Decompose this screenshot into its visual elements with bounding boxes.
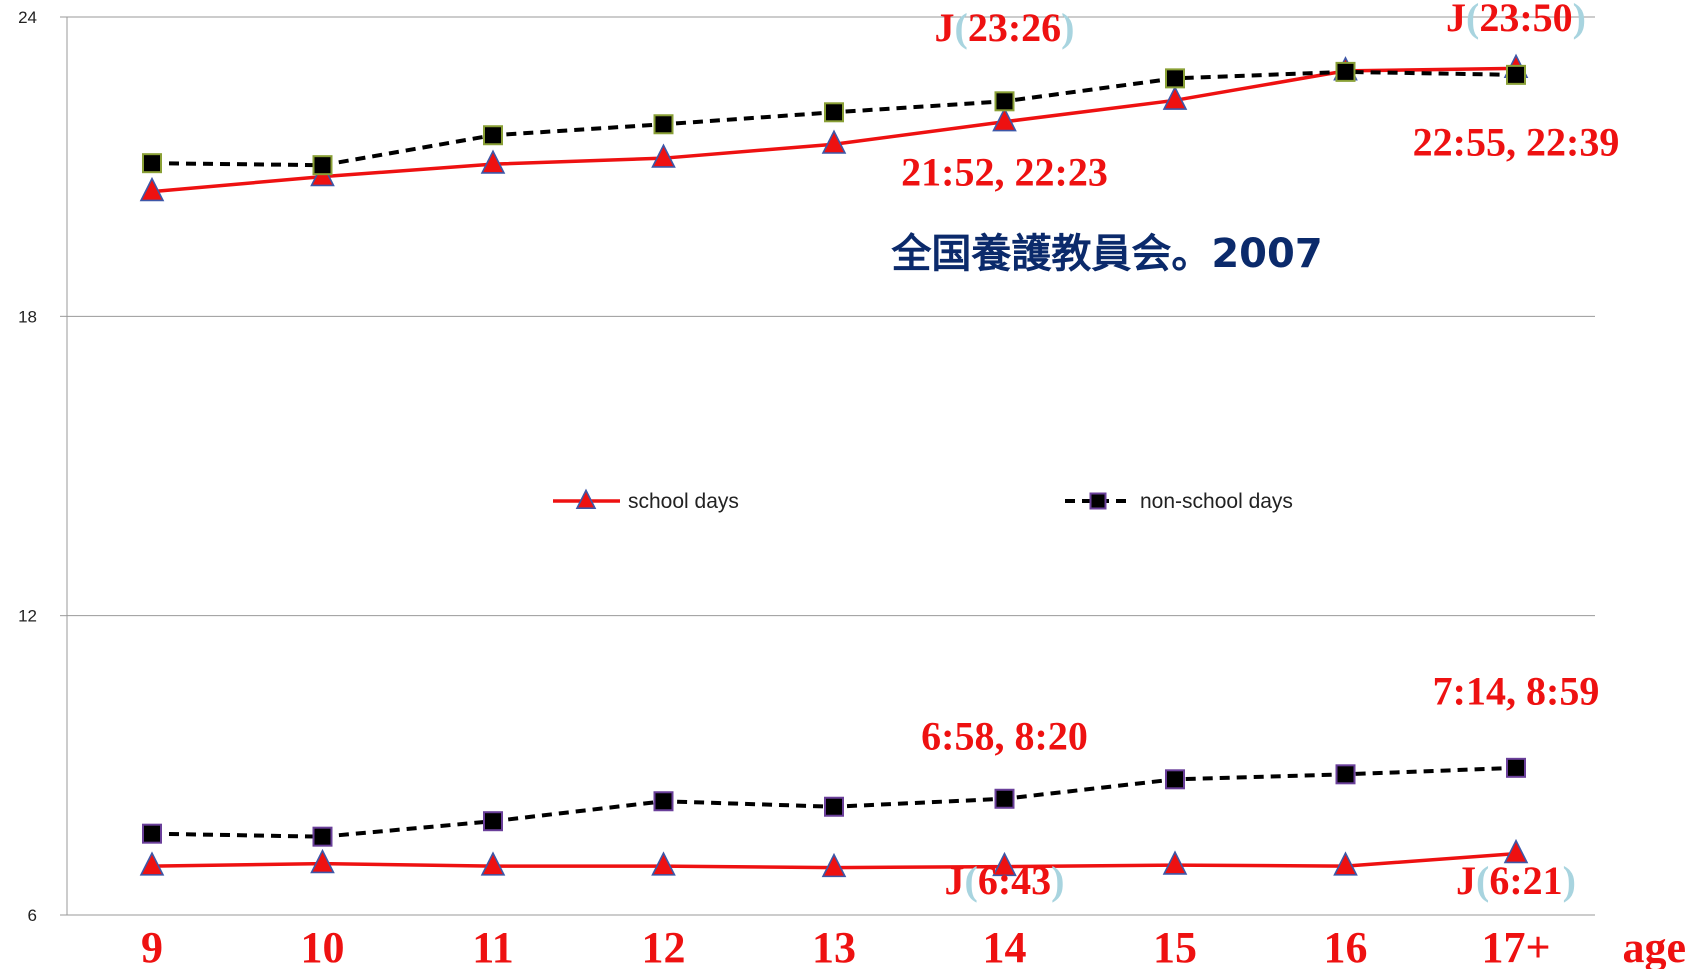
axes: 6 12 18 24 9 10 11 12 13 14 15 16 17+ age <box>18 8 1686 969</box>
x-axis-label: age <box>1622 923 1686 969</box>
triangle-marker <box>310 848 335 874</box>
triangle-marker <box>821 852 847 878</box>
square-marker <box>994 788 1015 809</box>
y-tick-label: 18 <box>18 307 37 326</box>
x-tick-label: 13 <box>812 923 856 969</box>
triangle-marker <box>651 143 676 168</box>
x-tick-label: 10 <box>301 923 345 969</box>
square-marker <box>312 826 333 847</box>
annotation-paren-close: ) <box>1563 858 1576 903</box>
square-marker <box>1335 764 1356 785</box>
y-tick-label: 6 <box>28 906 37 925</box>
legend-item-non-school-days: non-school days <box>1065 490 1293 513</box>
triangle-marker <box>651 851 676 876</box>
square-marker <box>312 155 333 176</box>
annotation-paren-close: ) <box>1573 0 1586 40</box>
legend-item-school-days: school days <box>553 488 739 513</box>
annotation-mid_17: 22:55, 22:39 <box>1413 120 1620 165</box>
annotation-low_17: 7:14, 8:59 <box>1433 669 1600 714</box>
triangle-marker <box>992 107 1017 132</box>
triangle-marker <box>139 176 165 202</box>
annotation-letter: J <box>945 858 965 903</box>
triangle-marker <box>1162 850 1188 875</box>
annotation-letter: J <box>1456 858 1476 903</box>
triangle-marker <box>1503 838 1529 864</box>
y-tick-label: 24 <box>18 8 37 27</box>
x-tick-label: 16 <box>1324 923 1368 969</box>
square-marker <box>1089 492 1107 510</box>
annotation-letter: J <box>1446 0 1466 40</box>
annotation-value: 6:21 <box>1489 858 1562 903</box>
annotation-low_14: 6:58, 8:20 <box>921 713 1088 758</box>
annotation-paren-close: ) <box>1061 5 1074 50</box>
annotation-j_top_14: J(23:26) <box>935 5 1075 50</box>
annotation-value: 23:26 <box>968 5 1061 50</box>
legend: school days non-school days <box>553 488 1293 513</box>
legend-label: school days <box>628 490 739 513</box>
annotation-paren-open: ( <box>1476 858 1489 903</box>
triangle-marker <box>821 129 847 154</box>
x-tick-label: 15 <box>1153 923 1197 969</box>
square-marker <box>483 125 503 146</box>
square-marker <box>1165 68 1185 89</box>
x-tick-label: 11 <box>472 923 514 969</box>
square-marker <box>142 153 162 174</box>
square-marker <box>142 823 162 844</box>
series-1 <box>139 53 1529 202</box>
triangle-marker <box>992 851 1017 877</box>
triangle-marker <box>480 851 506 876</box>
series-3 <box>139 838 1529 878</box>
square-marker <box>653 791 674 812</box>
series-4 <box>142 757 1526 847</box>
triangle-marker <box>575 488 597 509</box>
triangle-marker <box>139 851 165 876</box>
x-tick-label: 9 <box>141 923 163 969</box>
x-tick-label: 14 <box>983 923 1027 969</box>
annotation-mid_14: 21:52, 22:23 <box>901 150 1108 195</box>
series-layer <box>139 53 1529 878</box>
x-tick-label: 17+ <box>1481 923 1550 969</box>
annotation-j_top_17: J(23:50) <box>1446 0 1586 40</box>
grid <box>67 16 1595 916</box>
annotation-value: 6:43 <box>978 858 1051 903</box>
series-2 <box>142 61 1526 176</box>
annotation-j_bot_17: J(6:21) <box>1456 858 1576 903</box>
square-marker <box>483 811 503 832</box>
annotation-paren-open: ( <box>1466 0 1479 40</box>
source-note: 全国養護教員会。2007 <box>890 231 1322 277</box>
annotation-paren-close: ) <box>1051 858 1064 903</box>
annotation-paren-open: ( <box>955 5 968 50</box>
square-marker <box>1506 757 1526 778</box>
annotation-value: 23:50 <box>1479 0 1572 40</box>
square-marker <box>1506 64 1526 85</box>
legend-label: non-school days <box>1140 490 1293 513</box>
x-tick-label: 12 <box>642 923 686 969</box>
triangle-marker <box>1162 85 1188 110</box>
square-marker <box>824 796 844 817</box>
square-marker <box>1335 61 1356 82</box>
triangle-marker <box>1333 851 1358 876</box>
annotation-letter: J <box>935 5 955 50</box>
square-marker <box>653 114 674 135</box>
annotation-paren-open: ( <box>965 858 978 903</box>
y-tick-label: 12 <box>18 607 37 626</box>
square-marker <box>1165 769 1185 790</box>
square-marker <box>994 91 1015 112</box>
triangle-marker <box>480 149 506 174</box>
annotation-j_bot_14: J(6:43) <box>945 858 1065 903</box>
square-marker <box>824 102 844 123</box>
